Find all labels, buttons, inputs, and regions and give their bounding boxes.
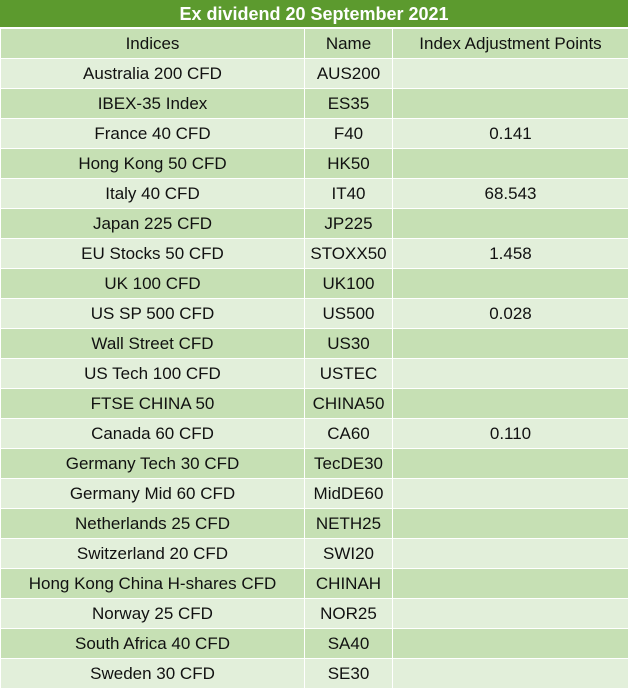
cell-points: [393, 89, 628, 119]
cell-index: Canada 60 CFD: [1, 419, 305, 449]
cell-points: [393, 269, 628, 299]
cell-index: IBEX-35 Index: [1, 89, 305, 119]
cell-points: [393, 149, 628, 179]
cell-index: UK 100 CFD: [1, 269, 305, 299]
cell-name: SA40: [305, 629, 393, 659]
cell-points: [393, 209, 628, 239]
cell-index: Germany Tech 30 CFD: [1, 449, 305, 479]
cell-index: Japan 225 CFD: [1, 209, 305, 239]
cell-name: AUS200: [305, 59, 393, 89]
cell-name: SE30: [305, 659, 393, 689]
cell-name: MidDE60: [305, 479, 393, 509]
cell-index: Australia 200 CFD: [1, 59, 305, 89]
sheet-title: Ex dividend 20 September 2021: [0, 0, 628, 28]
cell-points: 0.110: [393, 419, 628, 449]
cell-index: FTSE CHINA 50: [1, 389, 305, 419]
cell-name: US30: [305, 329, 393, 359]
cell-points: [393, 599, 628, 629]
cell-index: Norway 25 CFD: [1, 599, 305, 629]
cell-name: USTEC: [305, 359, 393, 389]
cell-name: UK100: [305, 269, 393, 299]
cell-points: [393, 539, 628, 569]
cell-name: JP225: [305, 209, 393, 239]
cell-points: [393, 569, 628, 599]
cell-points: 0.141: [393, 119, 628, 149]
cell-points: [393, 509, 628, 539]
cell-points: [393, 329, 628, 359]
dividend-table: Indices Name Index Adjustment Points Aus…: [0, 28, 628, 689]
cell-points: [393, 479, 628, 509]
cell-name: NOR25: [305, 599, 393, 629]
cell-index: Netherlands 25 CFD: [1, 509, 305, 539]
column-header-name: Name: [305, 29, 393, 59]
cell-points: [393, 449, 628, 479]
cell-name: IT40: [305, 179, 393, 209]
cell-points: [393, 659, 628, 689]
cell-name: STOXX50: [305, 239, 393, 269]
cell-index: Hong Kong 50 CFD: [1, 149, 305, 179]
cell-index: Hong Kong China H-shares CFD: [1, 569, 305, 599]
cell-name: F40: [305, 119, 393, 149]
cell-index: South Africa 40 CFD: [1, 629, 305, 659]
cell-points: [393, 359, 628, 389]
header-row: Indices Name Index Adjustment Points: [1, 29, 628, 59]
cell-points: 1.458: [393, 239, 628, 269]
cell-index: Switzerland 20 CFD: [1, 539, 305, 569]
cell-points: 68.543: [393, 179, 628, 209]
cell-index: Germany Mid 60 CFD: [1, 479, 305, 509]
cell-name: SWI20: [305, 539, 393, 569]
column-header-indices: Indices: [1, 29, 305, 59]
column-header-points: Index Adjustment Points: [393, 29, 628, 59]
cell-name: CHINA50: [305, 389, 393, 419]
cell-index: Wall Street CFD: [1, 329, 305, 359]
cell-index: Italy 40 CFD: [1, 179, 305, 209]
cell-name: US500: [305, 299, 393, 329]
cell-index: US SP 500 CFD: [1, 299, 305, 329]
dividend-sheet: Ex dividend 20 September 2021 Indices Na…: [0, 0, 628, 668]
cell-name: CHINAH: [305, 569, 393, 599]
cell-index: Sweden 30 CFD: [1, 659, 305, 689]
cell-name: HK50: [305, 149, 393, 179]
cell-name: CA60: [305, 419, 393, 449]
cell-points: [393, 59, 628, 89]
cell-points: 0.028: [393, 299, 628, 329]
cell-points: [393, 629, 628, 659]
cell-points: [393, 389, 628, 419]
cell-name: NETH25: [305, 509, 393, 539]
cell-index: France 40 CFD: [1, 119, 305, 149]
cell-index: US Tech 100 CFD: [1, 359, 305, 389]
cell-index: EU Stocks 50 CFD: [1, 239, 305, 269]
cell-name: TecDE30: [305, 449, 393, 479]
cell-name: ES35: [305, 89, 393, 119]
